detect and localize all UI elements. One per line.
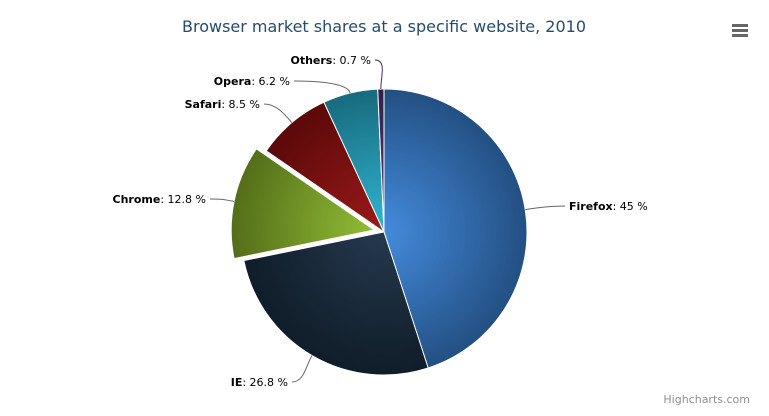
data-label-chrome: Chrome: 12.8 % xyxy=(113,193,206,206)
data-label-firefox: Firefox: 45 % xyxy=(569,200,648,213)
data-label-ie: IE: 26.8 % xyxy=(231,376,288,389)
hamburger-menu-icon[interactable] xyxy=(728,18,752,40)
connector-opera xyxy=(293,80,351,94)
connector-safari xyxy=(263,103,293,124)
chart-title: Browser market shares at a specific webs… xyxy=(182,17,586,36)
data-label-safari: Safari: 8.5 % xyxy=(185,98,260,111)
credits-link[interactable]: Highcharts.com xyxy=(663,393,750,406)
pie-slice-firefox[interactable] xyxy=(383,88,528,369)
connector-others xyxy=(374,59,383,90)
connector-ie xyxy=(291,355,313,383)
data-label-others: Others: 0.7 % xyxy=(290,54,371,67)
connector-chrome xyxy=(209,198,235,202)
pie-slice-ie[interactable] xyxy=(243,231,429,376)
data-label-opera: Opera: 6.2 % xyxy=(214,75,290,88)
connector-firefox xyxy=(525,205,566,211)
pie-slice-others[interactable] xyxy=(377,88,385,233)
